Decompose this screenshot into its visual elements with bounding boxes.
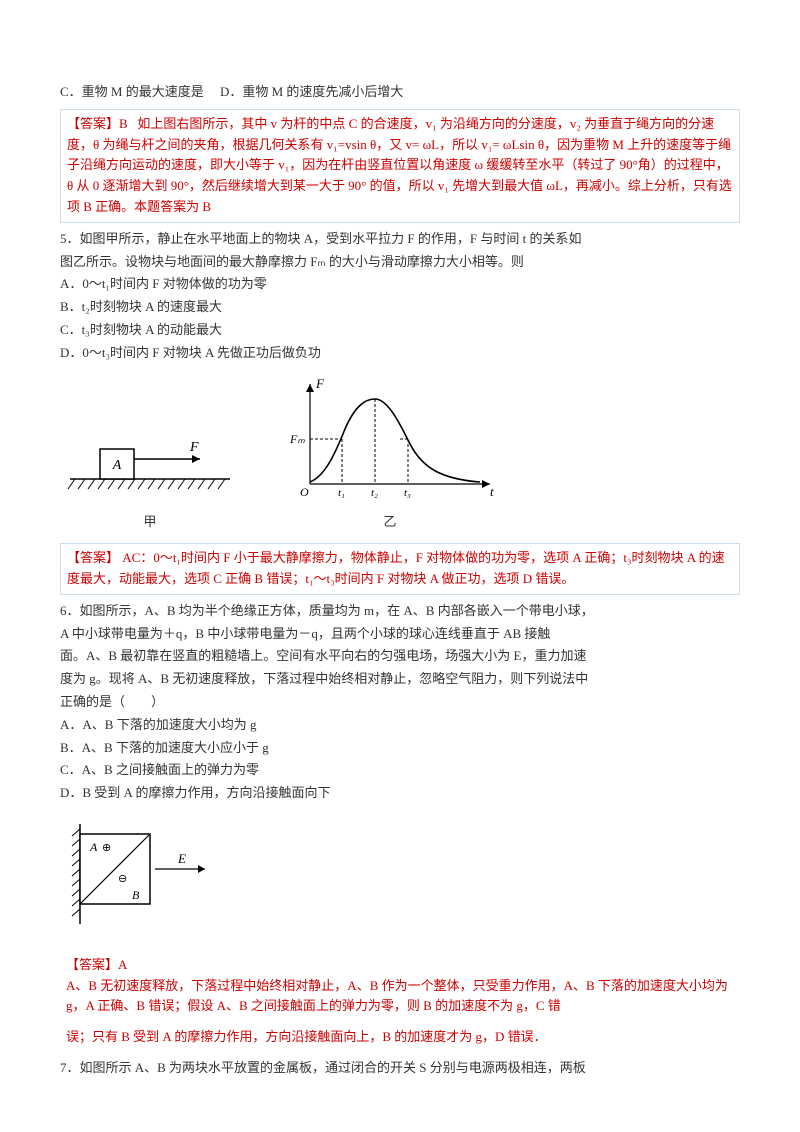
q7-stem: 7．如图所示 A、B 为两块水平放置的金属板，通过闭合的开关 S 分别与电源两极… (60, 1058, 740, 1079)
q5-fig-block: A F (60, 404, 240, 504)
svg-text:F: F (315, 376, 325, 391)
q4-opt-d: D．重物 M 的速度先减小后增大 (220, 84, 403, 99)
q5-opt-d: D．0～t₃时间内 F 对物块 A 先做正功后做负功 (60, 343, 740, 364)
answer-5-box: 【答案】 AC：0～t₁时间内 F 小于最大静摩擦力，物体静止，F 对物体做的功… (60, 543, 740, 595)
q5-stem-1: 5．如图甲所示，静止在水平地面上的物块 A，受到水平拉力 F 的作用，F 与时间… (60, 229, 740, 250)
q5-fig-block-wrap: A F 甲 (60, 404, 240, 534)
q5-fig-graph-wrap: F t O Fₘ t₁ t₂ t₃ 乙 (280, 374, 500, 534)
answer-4-box: 【答案】B 如上图右图所示，其中 v 为杆的中点 C 的合速度，v₁ 为沿绳方向… (60, 109, 740, 223)
q6-s4: 度为 g。现将 A、B 无初速度释放，下落过程中始终相对静止，忽略空气阻力，则下… (60, 669, 740, 690)
q6-opt-c: C．A、B 之间接触面上的弹力为零 (60, 760, 740, 781)
fig-label-a: A (112, 458, 122, 473)
document-page: C．重物 M 的最大速度是 D．重物 M 的速度先减小后增大 【答案】B 如上图… (0, 0, 800, 1121)
q6-diagram: A ⊕ ⊖ B E (60, 814, 220, 934)
answer-6-text1: A、B 无初速度释放，下落过程中始终相对静止，A、B 作为一个整体，只受重力作用… (66, 976, 734, 1018)
answer-6-label: 【答案】A (66, 955, 734, 976)
q6-s2: A 中小球带电量为＋q，B 中小球带电量为－q，且两个小球的球心连线垂直于 AB… (60, 624, 740, 645)
q6-opt-a: A．A、B 下落的加速度大小均为 g (60, 715, 740, 736)
q6-opt-d: D．B 受到 A 的摩擦力作用，方向沿接触面向下 (60, 783, 740, 804)
svg-text:t₃: t₃ (404, 487, 411, 499)
q5-fig2-caption: 乙 (280, 512, 500, 533)
answer-6-text2-wrap: 误；只有 B 受到 A 的摩擦力作用，方向沿接触面向上，B 的加速度才为 g，D… (60, 1027, 740, 1052)
answer-6-box: 【答案】A A、B 无初速度释放，下落过程中始终相对静止，A、B 作为一个整体，… (60, 951, 740, 1021)
answer-6-text2: 误；只有 B 受到 A 的摩擦力作用，方向沿接触面向上，B 的加速度才为 g，D… (66, 1029, 547, 1044)
q6-s1: 6．如图所示，A、B 均为半个绝缘正方体，质量均为 m，在 A、B 内部各嵌入一… (60, 601, 740, 622)
q5-opt-c: C．t₃时刻物块 A 的动能最大 (60, 320, 740, 341)
svg-text:t₂: t₂ (371, 487, 378, 499)
answer-4-label: 【答案】B (67, 116, 128, 131)
q5-fig-graph: F t O Fₘ t₁ t₂ t₃ (280, 374, 500, 504)
svg-text:Fₘ: Fₘ (289, 432, 305, 446)
svg-text:O: O (300, 485, 309, 499)
answer-4-text: 如上图右图所示，其中 v 为杆的中点 C 的合速度，v₁ 为沿绳方向的分速度，v… (67, 116, 732, 214)
q5-figures: A F 甲 F t O (60, 374, 740, 534)
q5-opt-b: B．t₂时刻物块 A 的速度最大 (60, 297, 740, 318)
svg-text:A: A (89, 840, 98, 854)
q5-opt-a: A．0～t₁时间内 F 对物体做的功为零 (60, 274, 740, 295)
q6-opt-b: B．A、B 下落的加速度大小应小于 g (60, 738, 740, 759)
q6-s5: 正确的是（ ） (60, 692, 740, 713)
svg-text:⊖: ⊖ (118, 873, 127, 885)
svg-text:t: t (490, 484, 494, 499)
answer-5-label: 【答案】 (67, 550, 119, 565)
q6-s3: 面。A、B 最初靠在竖直的粗糙墙上。空间有水平向右的匀强电场，场强大小为 E，重… (60, 646, 740, 667)
q5-stem-2: 图乙所示。设物块与地面间的最大静摩擦力 Fₘ 的大小与滑动摩擦力大小相等。则 (60, 252, 740, 273)
q4-options-cd: C．重物 M 的最大速度是 D．重物 M 的速度先减小后增大 (60, 82, 740, 103)
svg-text:E: E (177, 851, 186, 866)
q5-fig1-caption: 甲 (60, 512, 240, 533)
svg-text:B: B (132, 888, 140, 902)
q4-opt-c: C．重物 M 的最大速度是 (60, 84, 204, 99)
fig-label-f: F (189, 440, 199, 455)
svg-text:t₁: t₁ (338, 487, 345, 499)
answer-5-text: AC：0～t₁时间内 F 小于最大静摩擦力，物体静止，F 对物体做的功为零，选项… (67, 550, 725, 586)
svg-text:⊕: ⊕ (102, 842, 111, 854)
